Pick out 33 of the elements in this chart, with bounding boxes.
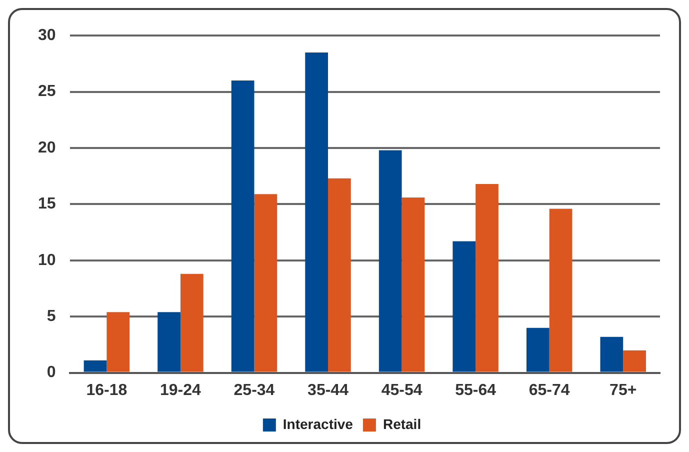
legend-label: Retail [382,416,422,432]
bar [526,328,550,372]
x-tick-label: 55-64 [455,382,496,399]
bar [452,241,476,372]
y-tick-label: 30 [38,27,56,44]
x-tick-label: 45-54 [381,382,422,399]
x-tick-label: 75+ [610,382,637,399]
bar [254,194,278,372]
x-tick-label: 16-18 [86,382,128,399]
bar [549,208,572,372]
y-tick-label: 10 [38,252,56,269]
bar [305,52,328,372]
legend-label: Interactive [282,416,354,432]
bar [84,360,107,372]
x-tick-label: 25-34 [234,382,275,399]
y-tick-label: 15 [38,196,56,213]
bar [158,312,180,372]
bar [106,312,130,372]
bar [378,150,402,372]
bar [180,274,204,372]
x-tick-label: 19-24 [160,382,202,399]
y-tick-label: 25 [38,83,56,100]
x-tick-label: 35-44 [308,382,349,399]
bar [623,350,646,372]
bar [476,184,498,372]
y-tick-label: 5 [46,308,56,326]
bar [328,178,351,372]
bar [402,197,425,372]
x-tick-label: 65-74 [528,382,570,399]
y-tick-label: 0 [46,364,56,382]
bar [600,336,624,372]
bar [231,80,254,372]
y-tick-label: 20 [38,139,56,156]
